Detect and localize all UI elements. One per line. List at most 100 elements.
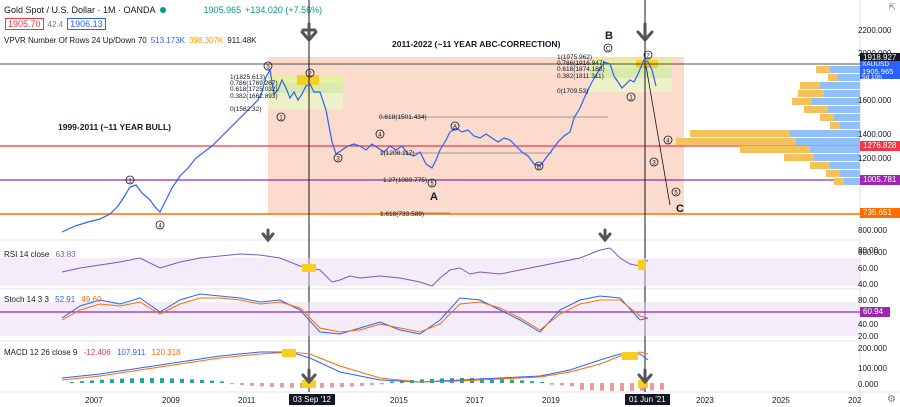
macd-hist-bar [260, 383, 264, 387]
time-tick: 2007 [85, 396, 103, 405]
vpvr-histogram[interactable] [676, 66, 860, 185]
fib-mid-label: 1.618(733.589) [380, 211, 424, 218]
fib-band [268, 93, 343, 109]
rsi-line[interactable] [61, 247, 649, 287]
fib-mid-label: 1(1208.117) [380, 150, 415, 157]
macd-hist-bar [240, 383, 244, 386]
vpvr-bar-down [784, 154, 814, 161]
stoch-band [0, 302, 860, 336]
down-arrow-icon [637, 368, 653, 385]
macd-hist-bar [150, 378, 154, 383]
gear-icon[interactable]: ⚙ [887, 394, 896, 405]
current-price-tag[interactable]: XAUUSD 1905.965 5d 10h [860, 61, 900, 81]
rsi-legend[interactable]: RSI 14 close 63.83 [4, 250, 76, 259]
price-level-tag[interactable]: 735.651 [860, 208, 900, 218]
macd-hist-bar [340, 383, 344, 388]
svg-text:5: 5 [674, 190, 678, 196]
vpvr-bar-up [820, 82, 860, 89]
indicator-tick: 80.00 [858, 296, 879, 305]
price-tick: 1200.000 [858, 154, 892, 163]
time-tick: 2023 [696, 396, 714, 405]
macd-hist-bar [520, 380, 524, 383]
time-tick: 2009 [162, 396, 180, 405]
stoch-legend[interactable]: Stoch 14 3 3 52.91 49.60 [4, 295, 101, 304]
fib-right-label: 0.786(1916.947) [557, 60, 605, 67]
stoch-current-tag[interactable]: 60.94 [860, 307, 890, 317]
svg-text:5: 5 [430, 181, 434, 187]
price-level-tag[interactable]: 1276.828 [860, 141, 900, 151]
down-arrow-icon [636, 22, 654, 43]
wave-circle: 1 [276, 112, 286, 122]
macd-hist-bar [540, 381, 544, 383]
svg-text:B: B [537, 164, 541, 170]
macd-hist-bar [560, 383, 564, 386]
fib-mid-label: 1.27(1080.775) [383, 177, 427, 184]
vpvr-bar-up [810, 146, 860, 153]
wave-circle: 4 [663, 135, 673, 145]
stoch-d-line[interactable] [61, 297, 649, 333]
vpvr-bar-down [740, 146, 810, 153]
vpvr-bar-down [820, 114, 834, 121]
macd-legend[interactable]: MACD 12 26 close 9 -12.406 107.911 120.3… [4, 348, 180, 357]
macd-hist-bar [480, 378, 484, 383]
macd-hist-bar [650, 383, 654, 391]
time-tick: 2017 [466, 396, 484, 405]
buy-button[interactable]: 1906.13 [67, 18, 106, 30]
down-arrow-icon [598, 228, 612, 243]
vpvr-down: 398.307K [189, 35, 224, 45]
vpvr-bar-up [838, 74, 860, 81]
vpvr-up: 513.173K [150, 35, 185, 45]
macd-line[interactable] [61, 351, 649, 383]
price-level-tag[interactable]: 1918.927 [860, 53, 900, 63]
fib-highlight [297, 75, 319, 85]
svg-text:2: 2 [646, 53, 650, 59]
fib-left-label: 0(1562.32) [230, 106, 261, 113]
vpvr-bar-up [830, 66, 860, 73]
macd-hist-bar [330, 383, 334, 388]
svg-text:4: 4 [378, 132, 382, 138]
svg-text:1: 1 [128, 178, 132, 184]
vpvr-bar-down [828, 74, 838, 81]
price-level-tag[interactable]: 1005.781 [860, 175, 900, 185]
price-series-line[interactable] [61, 59, 657, 233]
macd-hist-bar [630, 383, 634, 391]
wave-circle: 2 [643, 50, 653, 60]
macd-signal-line[interactable] [61, 351, 649, 383]
rsi-highlight [638, 260, 646, 270]
fib-band [590, 78, 672, 92]
wave-circle: 5 [671, 187, 681, 197]
macd-histogram[interactable] [70, 378, 664, 391]
vpvr-legend[interactable]: VPVR Number Of Rows 24 Up/Down 70 513.17… [4, 32, 256, 48]
macd-highlight [282, 349, 296, 357]
vpvr-bar-down [800, 82, 820, 89]
stoch-k-line[interactable] [61, 293, 649, 335]
macd-hist-bar [580, 383, 584, 390]
time-tick: 2019 [542, 396, 560, 405]
macd-value: 107.911 [116, 348, 146, 357]
fib-left-label: 1(1825.613) [230, 74, 265, 81]
svg-text:3: 3 [336, 156, 340, 162]
stoch-d: 49.60 [81, 295, 102, 304]
price-tick: 1400.000 [858, 130, 892, 139]
rsi-label: RSI 14 close [4, 250, 50, 259]
sell-button[interactable]: 1905.70 [5, 18, 44, 30]
macd-highlight [622, 352, 638, 360]
macd-hist-bar [370, 383, 374, 386]
vpvr-bar-up [796, 138, 860, 145]
macd-hist-bar [90, 380, 94, 383]
macd-highlight [638, 380, 648, 388]
vpvr-bar-down [804, 106, 828, 113]
collapse-icon[interactable]: ⇱ [888, 2, 896, 12]
vpvr-bar-down [810, 162, 830, 169]
vpvr-bar-up [812, 98, 860, 105]
macd-hist-bar [160, 378, 164, 383]
fib-labels: 1(1825.613)0.786(1769.267)0.618(1725.032… [230, 54, 605, 218]
macd-hist-bar [660, 383, 664, 390]
macd-hist-bar [250, 383, 254, 386]
wave-C-label: C [676, 203, 684, 215]
wave-circle: 1 [125, 175, 135, 185]
wave-circle: 5 [427, 178, 437, 188]
macd-label: MACD 12 26 close 9 [4, 348, 78, 357]
symbol-title[interactable]: Gold Spot / U.S. Dollar · 1M · OANDA [4, 5, 156, 15]
